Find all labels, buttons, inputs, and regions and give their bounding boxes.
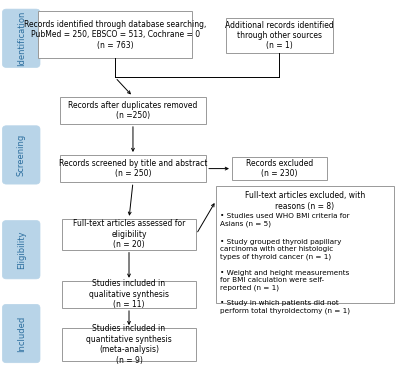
Text: Full-text articles assessed for
eligibility
(n = 20): Full-text articles assessed for eligibil… xyxy=(73,219,185,249)
FancyBboxPatch shape xyxy=(216,186,394,303)
Text: Screening: Screening xyxy=(17,134,26,176)
Text: Records identified through database searching,
PubMed = 250, EBSCO = 513, Cochra: Records identified through database sear… xyxy=(24,20,206,49)
FancyBboxPatch shape xyxy=(38,11,192,58)
Text: Studies included in
quantitative synthesis
(meta-analysis)
(n = 9): Studies included in quantitative synthes… xyxy=(86,324,172,365)
Text: Identification: Identification xyxy=(17,11,26,66)
Text: Included: Included xyxy=(17,315,26,352)
FancyBboxPatch shape xyxy=(232,157,327,180)
FancyBboxPatch shape xyxy=(2,221,40,279)
Text: Additional records identified
through other sources
(n = 1): Additional records identified through ot… xyxy=(225,21,334,51)
Text: • Studies used WHO BMI criteria for
Asians (n = 5): • Studies used WHO BMI criteria for Asia… xyxy=(220,213,350,227)
Text: • Study grouped thyroid papillary
carcinoma with other histologic
types of thyro: • Study grouped thyroid papillary carcin… xyxy=(220,239,341,260)
FancyBboxPatch shape xyxy=(62,219,196,250)
Text: • Weight and height measurements
for BMI calculation were self-
reported (n = 1): • Weight and height measurements for BMI… xyxy=(220,270,349,291)
Text: Studies included in
qualitative synthesis
(n = 11): Studies included in qualitative synthesi… xyxy=(89,279,169,309)
FancyBboxPatch shape xyxy=(2,126,40,184)
FancyBboxPatch shape xyxy=(2,9,40,68)
FancyBboxPatch shape xyxy=(60,155,206,182)
FancyBboxPatch shape xyxy=(62,328,196,361)
FancyBboxPatch shape xyxy=(60,97,206,124)
FancyBboxPatch shape xyxy=(226,18,333,53)
Text: Records screened by title and abstract
(n = 250): Records screened by title and abstract (… xyxy=(59,159,207,178)
Text: Eligibility: Eligibility xyxy=(17,231,26,269)
Text: Records excluded
(n = 230): Records excluded (n = 230) xyxy=(246,159,313,178)
Text: Full-text articles excluded, with
reasons (n = 8): Full-text articles excluded, with reason… xyxy=(245,192,365,211)
FancyBboxPatch shape xyxy=(2,304,40,363)
FancyBboxPatch shape xyxy=(62,281,196,308)
Text: Records after duplicates removed
(n =250): Records after duplicates removed (n =250… xyxy=(68,101,198,120)
Text: • Study in which patients did not
perform total thyroidectomy (n = 1): • Study in which patients did not perfor… xyxy=(220,300,350,314)
